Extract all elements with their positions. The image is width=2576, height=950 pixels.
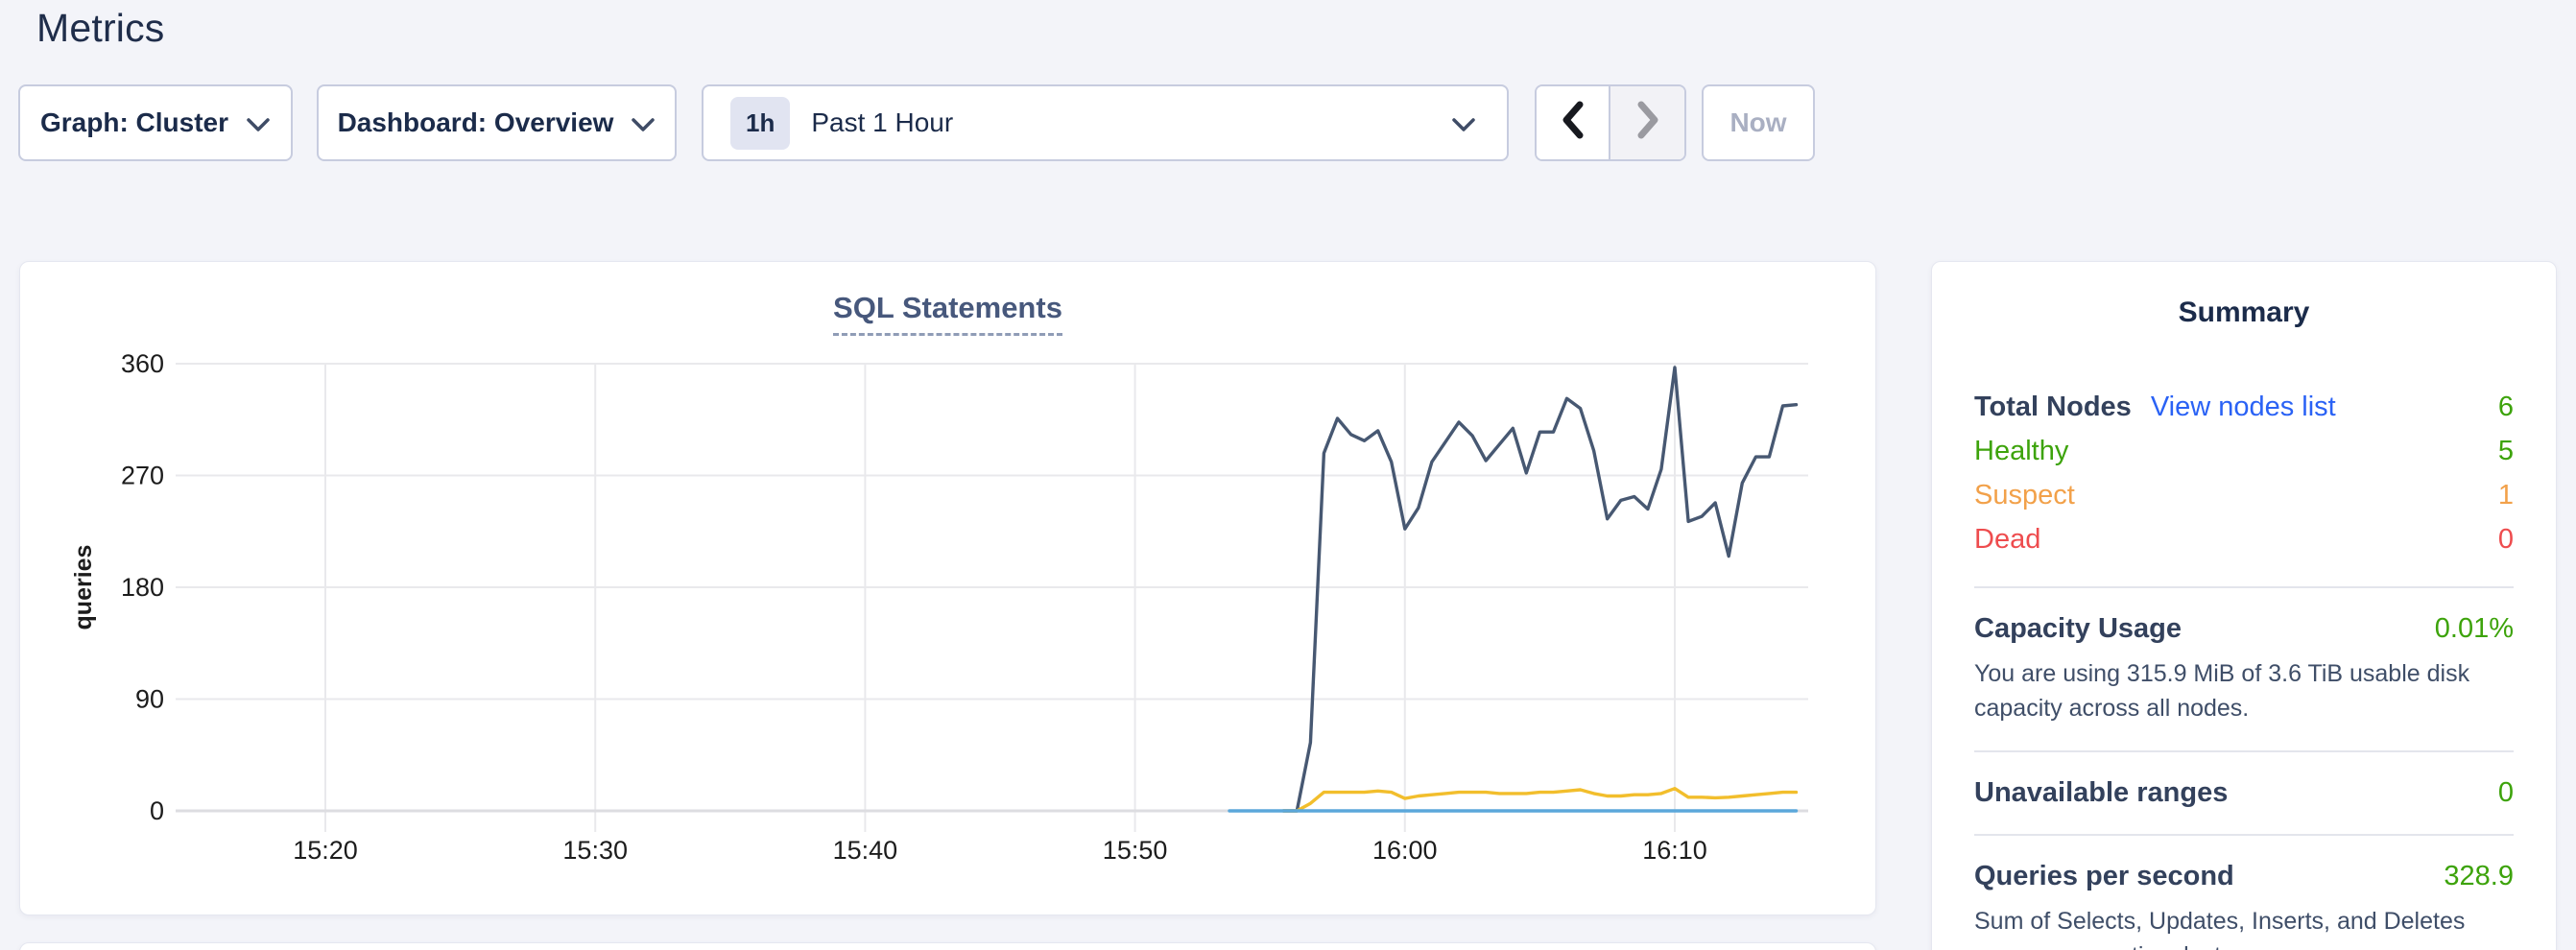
suspect-value: 1: [2497, 479, 2514, 511]
svg-text:15:50: 15:50: [1103, 836, 1168, 865]
graph-selector-label: Graph: Cluster: [39, 107, 229, 137]
total-nodes-label: Total Nodes: [1974, 391, 2132, 422]
chart-title[interactable]: SQL Statements: [20, 291, 1875, 336]
divider: [1974, 750, 2514, 752]
chevron-down-icon: [631, 109, 656, 140]
total-nodes-row: Total Nodes View nodes list 6: [1974, 385, 2514, 429]
divider: [1974, 834, 2514, 836]
suspect-label: Suspect: [1974, 479, 2075, 511]
chevron-left-icon: [1556, 96, 1590, 151]
svg-text:queries: queries: [70, 545, 97, 630]
now-button[interactable]: Now: [1702, 84, 1815, 161]
svg-text:15:20: 15:20: [293, 836, 358, 865]
dead-value: 0: [2497, 523, 2514, 555]
capacity-usage-section: Capacity Usage 0.01% You are using 315.9…: [1974, 588, 2514, 725]
sql-statements-chart-card: SQL Statements 15:20 15:30 15:40 15:50 16:00…: [19, 261, 1876, 915]
queries-per-second-section: Queries per second 328.9 Sum of Selects,…: [1974, 836, 2514, 950]
svg-text:16:10: 16:10: [1642, 836, 1707, 865]
capacity-usage-label: Capacity Usage: [1974, 613, 2182, 644]
healthy-nodes-row: Healthy 5: [1974, 429, 2514, 473]
time-step-buttons: [1535, 84, 1686, 161]
summary-card: Summary Total Nodes View nodes list 6 He…: [1931, 261, 2557, 950]
healthy-label: Healthy: [1974, 435, 2069, 466]
chevron-down-icon: [1451, 109, 1476, 140]
queries-per-second-description: Sum of Selects, Updates, Inserts, and De…: [1974, 908, 2466, 950]
next-timespan-button-disabled[interactable]: [1610, 86, 1684, 159]
divider: [1974, 586, 2514, 588]
time-window-label: Past 1 Hour: [811, 107, 954, 137]
unavailable-ranges-value: 0: [2497, 777, 2514, 808]
dead-label: Dead: [1974, 523, 2041, 555]
dashboard-selector-dropdown[interactable]: Dashboard: Overview: [317, 84, 677, 161]
suspect-nodes-row: Suspect 1: [1974, 473, 2514, 517]
svg-text:180: 180: [121, 573, 164, 602]
dead-nodes-row: Dead 0: [1974, 517, 2514, 561]
time-window-badge: 1h: [730, 96, 791, 150]
chevron-down-icon: [246, 109, 271, 140]
queries-per-second-value: 328.9: [2444, 861, 2514, 891]
view-nodes-link[interactable]: View nodes list: [2150, 391, 2336, 422]
unavailable-ranges-label: Unavailable ranges: [1974, 777, 2229, 808]
svg-text:270: 270: [121, 462, 164, 490]
previous-timespan-button[interactable]: [1537, 86, 1611, 159]
capacity-usage-description: You are using 315.9 MiB of 3.6 TiB usabl…: [1974, 660, 2470, 722]
svg-text:15:40: 15:40: [833, 836, 898, 865]
dashboard-selector-label: Dashboard: Overview: [337, 107, 614, 137]
page-title: Metrics: [36, 6, 165, 50]
next-chart-card-partial: [19, 942, 1876, 950]
svg-text:90: 90: [135, 685, 164, 714]
unavailable-ranges-row: Unavailable ranges 0: [1974, 777, 2514, 809]
queries-per-second-label: Queries per second: [1974, 861, 2234, 891]
time-window-selector[interactable]: 1h Past 1 Hour: [702, 84, 1509, 161]
chevron-right-icon: [1631, 96, 1665, 151]
total-nodes-value: 6: [2497, 391, 2514, 422]
capacity-usage-value: 0.01%: [2434, 613, 2514, 644]
svg-text:15:30: 15:30: [562, 836, 628, 865]
svg-text:0: 0: [150, 796, 164, 825]
sql-statements-chart[interactable]: 15:20 15:30 15:40 15:50 16:00 16:10 0 90 180 270 3…: [20, 262, 1877, 916]
graph-selector-dropdown[interactable]: Graph: Cluster: [18, 84, 293, 161]
svg-text:360: 360: [121, 349, 164, 378]
svg-text:16:00: 16:00: [1372, 836, 1438, 865]
healthy-value: 5: [2497, 435, 2514, 466]
summary-title: Summary: [2178, 297, 2310, 328]
